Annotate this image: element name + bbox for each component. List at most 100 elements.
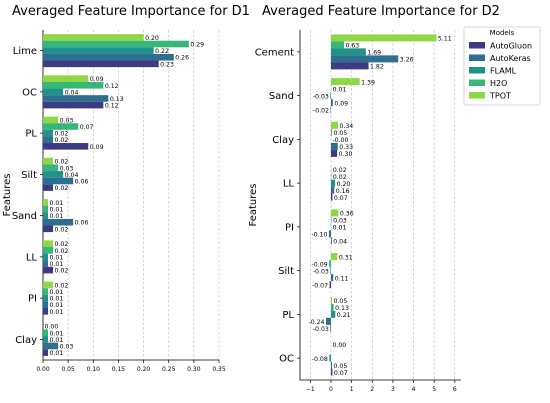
bar-lime-autogluon [43, 60, 159, 68]
bar-pi-autogluon [43, 308, 49, 315]
data-label-cement-tpot: 5.11 [438, 36, 452, 43]
bar-pl-tpot [43, 116, 59, 124]
bar-ll-flaml [330, 179, 336, 187]
data-label-oc-tpot: 0.09 [90, 76, 104, 83]
data-label-sand-autogluon: -0.02 [313, 107, 329, 114]
category-label-ll: LL [283, 179, 295, 190]
bar-cement-autokeras [330, 55, 399, 63]
data-label-silt-autogluon: -0.07 [312, 282, 328, 289]
category-label-oc: OC [279, 354, 294, 365]
bar-clay-flaml [43, 336, 49, 343]
bar-silt-autokeras [43, 177, 74, 185]
bar-pi-autogluon [330, 237, 332, 245]
data-label-sand-h2o: 0.01 [50, 207, 64, 214]
bar-silt-tpot [330, 253, 338, 261]
bar-ll-autokeras [43, 260, 49, 267]
data-label-pl-h2o: 0.13 [335, 305, 349, 312]
data-label-clay-autokeras: 0.33 [339, 144, 353, 151]
bar-silt-autogluon [329, 281, 331, 289]
data-label-silt-flaml: -0.03 [313, 268, 329, 275]
data-label-oc-tpot: 0.00 [332, 342, 346, 349]
x-tick-label: 6 [453, 386, 457, 393]
data-label-sand-tpot: 1.39 [361, 79, 375, 86]
bar-clay-h2o [43, 329, 49, 337]
legend-label-tpot: TPOT [489, 92, 511, 101]
x-tick-label: 4 [412, 386, 416, 393]
data-label-ll-tpot: 0.02 [333, 167, 347, 174]
data-label-clay-autogluon: 0.30 [339, 151, 353, 158]
bar-ll-autogluon [330, 193, 333, 201]
bar-ll-autogluon [43, 266, 54, 274]
category-label-pl: PL [282, 310, 294, 321]
data-label-pi-h2o: 0.03 [333, 218, 347, 225]
bar-ll-autokeras [330, 186, 335, 194]
bar-lime-flaml [43, 47, 154, 54]
category-label-ll: LL [26, 252, 38, 263]
data-label-clay-flaml: -0.00 [332, 137, 348, 144]
data-label-lime-tpot: 0.20 [145, 35, 159, 42]
data-label-cement-autogluon: 1.82 [370, 64, 384, 71]
data-label-pi-autokeras: 0.01 [50, 302, 64, 309]
category-label-pl: PL [25, 129, 37, 140]
data-label-clay-tpot: 0.00 [45, 324, 59, 331]
legend: Models AutoGluon AutoKeras FLAML H2O TPOT [463, 26, 541, 106]
data-label-oc-autogluon: 0.07 [334, 370, 348, 377]
legend-swatch-tpot [469, 92, 485, 99]
bar-lime-autokeras [43, 53, 174, 61]
data-label-pi-autogluon: 0.01 [50, 309, 64, 316]
data-label-pi-tpot: 0.36 [340, 211, 354, 218]
bar-oc-h2o [43, 81, 104, 89]
bar-silt-flaml [43, 171, 64, 178]
category-label-sand: Sand [12, 211, 37, 222]
data-label-silt-flaml: 0.04 [65, 172, 79, 179]
bar-ll-h2o [43, 246, 54, 254]
category-label-cement: Cement [255, 47, 294, 58]
data-label-ll-autokeras: 0.16 [336, 188, 350, 195]
data-label-lime-flaml: 0.22 [155, 48, 169, 55]
category-label-pi: PI [285, 222, 294, 233]
bar-pi-h2o [43, 288, 49, 295]
data-label-pi-autogluon: 0.04 [333, 239, 347, 246]
data-label-oc-flaml: 0.04 [65, 89, 79, 96]
data-label-sand-autokeras: 0.09 [334, 100, 348, 107]
legend-swatch-flaml [469, 67, 485, 74]
data-label-silt-autogluon: 0.02 [55, 185, 69, 192]
bar-ll-flaml [43, 253, 49, 261]
legend-title: Models [490, 29, 515, 37]
bar-oc-autogluon [43, 101, 104, 109]
data-label-clay-tpot: 0.34 [339, 123, 353, 130]
bar-sand-autokeras [43, 218, 74, 226]
bar-cement-autogluon [330, 62, 369, 70]
bar-sand-tpot [43, 199, 49, 206]
data-label-pi-flaml: 0.01 [333, 225, 347, 232]
data-label-silt-tpot: 0.31 [339, 254, 353, 261]
bar-oc-autokeras [330, 361, 332, 369]
data-label-pl-tpot: 0.03 [60, 117, 74, 124]
data-label-pl-h2o: 0.07 [80, 124, 94, 131]
data-label-sand-flaml: 0.01 [50, 213, 64, 220]
data-label-lime-autokeras: 0.26 [175, 55, 189, 62]
axes-frame [299, 30, 461, 381]
data-label-clay-flaml: 0.01 [50, 337, 64, 344]
x-tick-label: 0.00 [36, 366, 50, 373]
legend-label-flaml: FLAML [490, 67, 517, 76]
data-label-pl-autogluon: -0.03 [313, 326, 329, 333]
x-tick-label: 0.30 [187, 366, 201, 373]
x-tick-label: 0.20 [137, 366, 151, 373]
data-label-silt-tpot: 0.02 [55, 159, 69, 166]
category-label-clay: Clay [272, 135, 294, 146]
bar-silt-tpot [43, 157, 54, 165]
x-tick-label: 0.05 [61, 366, 75, 373]
data-label-silt-autokeras: 0.11 [335, 275, 349, 282]
bar-cement-tpot [330, 34, 437, 42]
bar-oc-autokeras [43, 95, 109, 102]
bar-clay-tpot [330, 121, 338, 129]
bar-sand-autokeras [330, 99, 333, 107]
data-label-pi-flaml: 0.01 [50, 296, 64, 303]
bar-clay-autokeras [43, 342, 59, 350]
bar-sand-flaml [43, 212, 49, 219]
legend-label-h2o: H2O [490, 79, 507, 88]
chart-d2: −1 0 1 2 3 4 5 6 Averaged Feature Importance for… [248, 4, 500, 393]
data-label-oc-h2o: 0.12 [105, 83, 119, 90]
